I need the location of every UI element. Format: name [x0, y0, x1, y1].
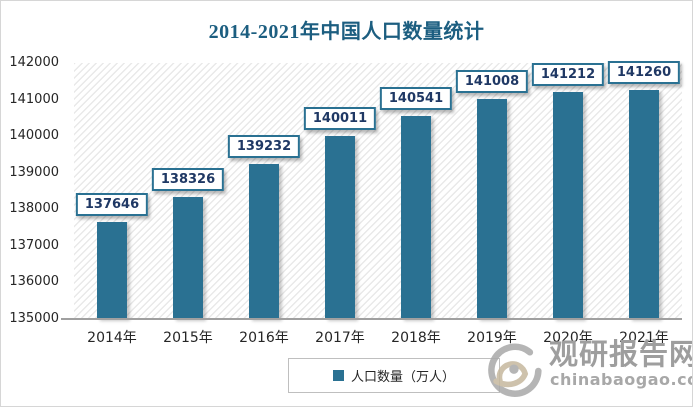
bar-column: 140541: [378, 63, 454, 319]
bar: [401, 116, 431, 319]
x-axis-tick-label: 2016年: [239, 330, 289, 346]
legend: 人口数量（万人）: [288, 358, 500, 393]
bar-value-label: 138326: [151, 168, 225, 192]
legend-label: 人口数量（万人）: [350, 370, 455, 385]
bar: [97, 222, 127, 319]
bar-column: 141212: [530, 62, 606, 319]
y-axis-tick-label: 142000: [9, 55, 59, 70]
bar-column: 140011: [302, 63, 378, 319]
bar-column: 139232: [226, 63, 302, 319]
bar-value-label: 139232: [227, 135, 301, 159]
y-axis-tick-label: 141000: [9, 91, 59, 107]
x-axis-tick-label: 2021年: [619, 330, 669, 346]
bar-column: 141260: [606, 61, 682, 319]
bar: [553, 91, 583, 319]
y-axis-tick-label: 139000: [9, 164, 59, 180]
bar-column: 138326: [150, 63, 226, 319]
x-axis-line: [61, 318, 682, 320]
chart-title: 2014-2021年中国人口数量统计: [208, 21, 485, 43]
bar-value-label: 140011: [303, 106, 377, 130]
bar: [629, 90, 659, 319]
bar-value-label: 141260: [607, 61, 681, 85]
bar-value-label: 140541: [379, 87, 453, 111]
bar-column: 137646: [74, 63, 150, 319]
bar-column: 141008: [454, 63, 530, 319]
x-axis-tick-label: 2017年: [315, 330, 365, 346]
bar-value-label: 137646: [75, 193, 149, 217]
x-axis-tick-label: 2020年: [543, 330, 593, 346]
y-axis-tick-label: 135000: [9, 311, 59, 326]
bar: [477, 99, 507, 319]
y-axis-tick-label: 138000: [9, 201, 59, 217]
x-axis-tick-label: 2015年: [163, 330, 213, 346]
bar: [249, 164, 279, 319]
x-axis-tick-label: 2019年: [467, 330, 517, 346]
x-axis-tick-label: 2018年: [391, 330, 441, 346]
legend-marker-icon: [332, 370, 344, 381]
y-axis-tick-label: 136000: [9, 274, 59, 290]
bar-value-label: 141212: [531, 62, 605, 86]
plot-area: 137646 138326 139232 140011 140541 141008 1412…: [74, 61, 682, 319]
bar-value-label: 141008: [455, 70, 529, 94]
bar: [325, 135, 355, 319]
bar: [173, 197, 203, 319]
y-axis-tick-label: 137000: [9, 237, 59, 253]
y-axis-tick-label: 140000: [9, 128, 59, 144]
watermark-domain: chinabaogao.com: [550, 370, 692, 389]
x-axis-tick-label: 2014年: [87, 330, 137, 346]
